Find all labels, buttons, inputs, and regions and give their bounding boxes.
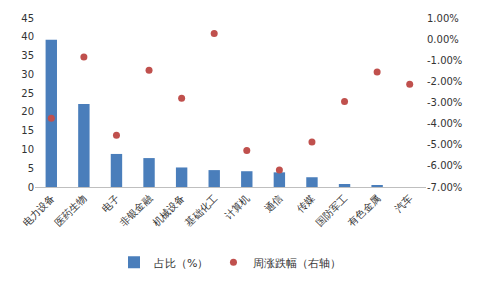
svg-text:-6.00%: -6.00% <box>427 160 462 171</box>
svg-text:非银金融: 非银金融 <box>118 192 154 228</box>
svg-text:35: 35 <box>21 50 34 61</box>
svg-text:周涨跌幅（右轴）: 周涨跌幅（右轴） <box>253 257 341 270</box>
svg-text:基础化工: 基础化工 <box>183 192 219 228</box>
svg-text:5: 5 <box>28 163 34 174</box>
svg-text:20: 20 <box>21 106 34 117</box>
svg-text:15: 15 <box>21 125 34 136</box>
svg-text:10: 10 <box>21 144 34 155</box>
svg-text:40: 40 <box>21 31 34 42</box>
svg-text:-7.00%: -7.00% <box>427 182 462 193</box>
svg-text:-5.00%: -5.00% <box>427 139 462 150</box>
svg-text:机械设备: 机械设备 <box>151 192 187 228</box>
svg-text:通信: 通信 <box>262 192 284 214</box>
svg-text:-2.00%: -2.00% <box>427 76 462 87</box>
svg-text:0.00%: 0.00% <box>427 34 459 45</box>
svg-text:汽车: 汽车 <box>393 192 415 214</box>
svg-text:有色金属: 有色金属 <box>346 192 382 228</box>
svg-text:0: 0 <box>28 182 34 193</box>
svg-text:1.00%: 1.00% <box>427 13 459 24</box>
svg-text:计算机: 计算机 <box>223 192 252 221</box>
svg-text:传媒: 传媒 <box>295 192 317 214</box>
svg-text:-4.00%: -4.00% <box>427 118 462 129</box>
svg-text:-3.00%: -3.00% <box>427 97 462 108</box>
svg-text:占比（%）: 占比（%） <box>154 257 208 270</box>
svg-text:电子: 电子 <box>99 192 121 214</box>
svg-text:电力设备: 电力设备 <box>20 192 56 228</box>
svg-text:30: 30 <box>21 69 34 80</box>
svg-text:医药生物: 医药生物 <box>53 192 89 228</box>
svg-text:45: 45 <box>21 13 34 24</box>
svg-text:-1.00%: -1.00% <box>427 55 462 66</box>
svg-text:国防军工: 国防军工 <box>313 192 349 228</box>
svg-text:25: 25 <box>21 88 34 99</box>
